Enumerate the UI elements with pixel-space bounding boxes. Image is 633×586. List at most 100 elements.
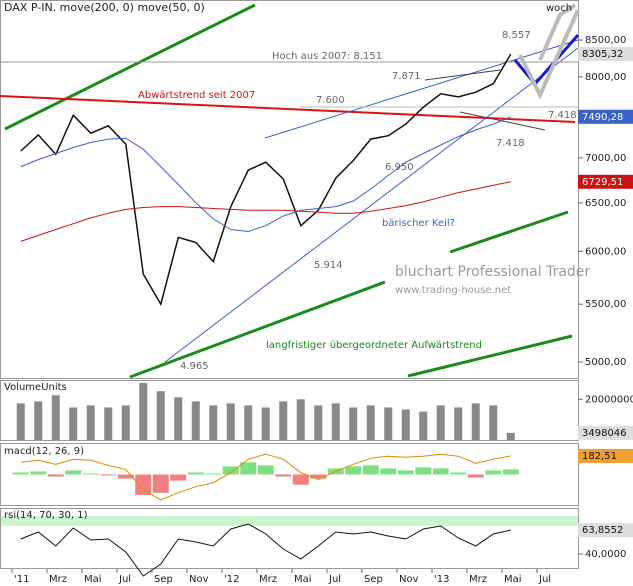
panel-title: macd(12, 26, 9)	[4, 446, 84, 457]
volume-bar	[401, 409, 410, 440]
x-tick-label: Sep	[364, 574, 383, 585]
end-value-label: 6729,51	[582, 177, 623, 188]
volume-bar	[51, 395, 60, 440]
y-tick-label: 8000,00	[585, 72, 626, 83]
volume-bar	[384, 407, 393, 440]
volume-bar	[506, 432, 515, 440]
x-tick-label: Mai	[504, 574, 522, 585]
rsi-line	[20, 523, 511, 577]
macd-histogram	[275, 474, 292, 477]
series-line	[20, 181, 511, 242]
annotation: bärischer Keil?	[382, 218, 455, 229]
annotation: 5.914	[314, 260, 343, 271]
projection	[518, 9, 580, 100]
macd-histogram	[12, 472, 29, 475]
macd-histogram	[100, 474, 117, 476]
rsi-panel	[0, 508, 579, 569]
volume-bar	[314, 405, 323, 440]
volume-bar	[34, 401, 43, 440]
macd-line	[20, 453, 511, 501]
volume-bar	[436, 405, 445, 440]
volume-bar	[349, 407, 358, 440]
value-box	[578, 109, 633, 124]
annotation: 7.418	[496, 138, 525, 149]
value-box	[578, 425, 633, 440]
y-tick-label: 20000000	[585, 394, 633, 405]
y-tick-label: 8500,00	[585, 35, 626, 46]
macd-panel	[0, 443, 579, 506]
y-tick-label: 40,0000	[585, 549, 626, 560]
series-line	[20, 116, 511, 233]
value-box	[578, 448, 633, 463]
watermark: bluchart Professional Trader	[395, 264, 590, 280]
rsi-overbought-band	[1, 516, 578, 526]
price-panel	[0, 0, 579, 379]
x-tick-label: Mai	[294, 574, 312, 585]
series-line	[20, 53, 512, 307]
trend-line	[164, 47, 579, 363]
volume-bar	[244, 405, 253, 440]
macd-histogram	[222, 466, 239, 475]
trend-line	[449, 210, 569, 254]
wedge-line	[459, 111, 546, 131]
y-tick-label: 7000,00	[585, 153, 626, 164]
trend-line	[129, 280, 386, 379]
period-label: woch	[546, 3, 572, 14]
y-tick-label: 6500,00	[585, 198, 626, 209]
trend-line	[0, 95, 576, 123]
x-tick-label: Mai	[84, 574, 102, 585]
watermark: www.trading-house.net	[395, 285, 511, 296]
value-box	[578, 47, 633, 62]
macd-histogram	[170, 474, 187, 481]
wedge-line	[424, 69, 501, 81]
volume-bar	[296, 399, 305, 440]
macd-histogram	[485, 470, 502, 475]
end-value-label: 63,8552	[582, 525, 623, 536]
volume-bar	[209, 405, 218, 440]
x-tick-label: Jul	[328, 574, 341, 585]
annotation: 7.600	[316, 95, 345, 106]
macd-histogram	[450, 472, 467, 475]
macd-histogram	[432, 468, 449, 475]
volume-bar	[366, 405, 375, 440]
x-tick-label: Nov	[189, 574, 209, 585]
volume-bar	[121, 405, 130, 440]
macd-histogram	[205, 473, 222, 475]
macd-histogram	[257, 465, 274, 475]
volume-bar	[104, 407, 113, 440]
x-tick-label: '13	[434, 574, 449, 585]
trend-line	[407, 334, 573, 378]
projection	[538, 3, 577, 61]
volume-bar	[226, 403, 235, 440]
macd-histogram	[187, 472, 204, 475]
volume-bar	[86, 405, 95, 440]
macd-histogram	[502, 469, 519, 475]
y-tick-label: 6000,00	[585, 246, 626, 257]
end-value-label: 7490,28	[582, 112, 623, 123]
x-tick-label: Mrz	[49, 574, 67, 585]
x-tick-label: Jul	[538, 574, 551, 585]
macd-histogram	[362, 465, 379, 475]
volume-panel	[0, 380, 579, 441]
macd-histogram	[65, 470, 82, 475]
x-tick-label: '11	[14, 574, 29, 585]
x-tick-label: Mrz	[259, 574, 277, 585]
annotation: 7.418	[548, 110, 577, 121]
annotation: 8.557	[502, 30, 531, 41]
volume-bar	[419, 411, 428, 440]
volume-bar	[16, 403, 25, 440]
macd-histogram	[292, 474, 309, 485]
annotation: 7.871	[392, 71, 421, 82]
macd-histogram	[135, 474, 152, 495]
chart-title: DAX P-IN. move(200, 0) move(50, 0)	[4, 1, 205, 14]
volume-bar	[156, 391, 165, 440]
macd-histogram	[415, 467, 432, 475]
macd-histogram	[240, 462, 257, 475]
volume-bar	[331, 403, 340, 440]
macd-histogram	[467, 474, 484, 478]
macd-histogram	[345, 466, 362, 475]
y-tick-label: 5000,00	[585, 357, 626, 368]
annotation: langfristiger übergeordneter Aufwärtstre…	[266, 340, 482, 351]
annotation: 4.965	[180, 361, 209, 372]
